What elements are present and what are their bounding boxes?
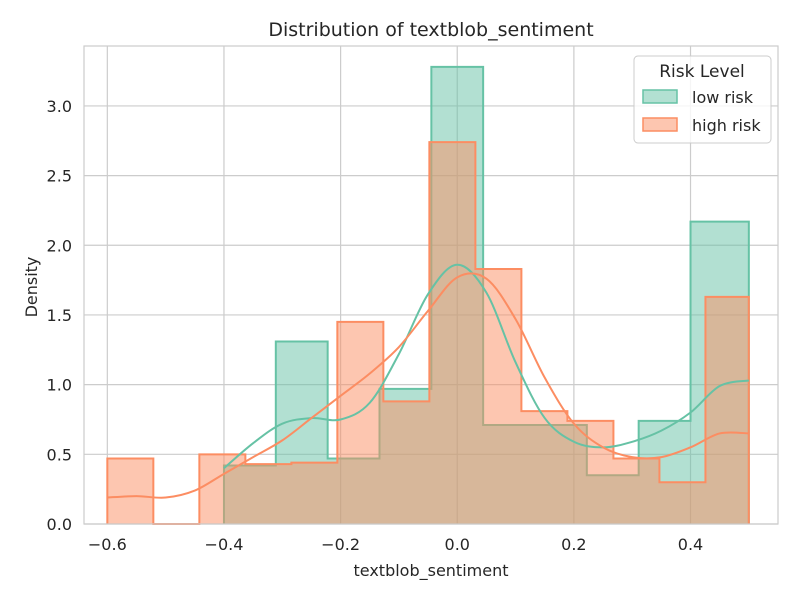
- plot-frame: [83, 45, 779, 525]
- y-axis-title: Density: [22, 257, 41, 318]
- x-tick-label: 0.0: [445, 535, 470, 554]
- y-tick-label: 1.5: [47, 306, 72, 325]
- x-axis-title: textblob_sentiment: [353, 561, 508, 581]
- y-tick-label: 2.0: [47, 236, 72, 255]
- y-tick-label: 2.5: [47, 167, 72, 186]
- y-tick-label: 1.0: [47, 376, 72, 395]
- y-tick-label: 3.0: [47, 97, 72, 116]
- kde-curves: [107, 263, 750, 499]
- chart-title: Distribution of textblob_sentiment: [268, 19, 593, 41]
- histogram-outline-low-risk: [222, 65, 750, 524]
- y-tick-labels: 0.0 0.5 1.0 1.5 2.0 2.5 3.0: [47, 97, 72, 534]
- legend-swatch-high-risk: [642, 117, 678, 132]
- x-tick-label: −0.2: [321, 535, 360, 554]
- histogram-area-high-risk: [107, 142, 749, 524]
- legend-swatch-low-risk: [642, 89, 678, 104]
- y-tick-label: 0.5: [47, 445, 72, 464]
- x-tick-label: −0.4: [205, 535, 244, 554]
- x-tick-labels: −0.6 −0.4 −0.2 0.0 0.2 0.4: [88, 535, 703, 554]
- x-tick-label: −0.6: [88, 535, 127, 554]
- high-risk-histogram: [106, 141, 750, 525]
- legend: Risk Level low risk high risk: [633, 55, 772, 144]
- y-tick-label: 0.0: [47, 515, 72, 534]
- x-tick-label: 0.2: [561, 535, 586, 554]
- x-tick-label: 0.4: [678, 535, 703, 554]
- legend-label-high-risk: high risk: [692, 116, 761, 135]
- legend-title: Risk Level: [659, 62, 745, 82]
- histogram-outline-high-risk: [106, 141, 750, 525]
- legend-label-low-risk: low risk: [692, 88, 754, 107]
- kde-line-high-risk: [107, 272, 749, 499]
